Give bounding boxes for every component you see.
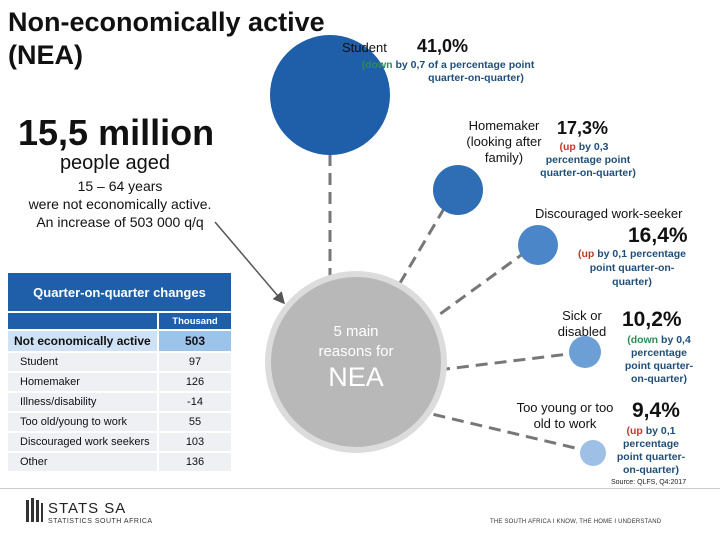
reason-change3-discouraged: quarter) (612, 276, 652, 288)
source-note: Source: QLFS, Q4:2017 (611, 479, 687, 486)
connector-too-young (414, 408, 593, 454)
table-cell-label: Homemaker (8, 372, 158, 393)
reason-change-homemaker: (up by 0,3 (559, 141, 608, 153)
change-rest-student: by 0,7 of a percentage point (393, 59, 535, 71)
table-title: Quarter-on-quarter changes (8, 273, 231, 313)
stats-sa-logo-text: STATS SA (48, 500, 127, 517)
center-label: 5 main reasons for NEA (295, 322, 417, 392)
reason-label-too-young-2: old to work (534, 416, 597, 431)
reason-label-sick-2: disabled (558, 324, 606, 339)
table-cell-label: Illness/disability (8, 392, 158, 413)
reason-percent-sick: 10,2% (622, 308, 682, 331)
stats-sa-logo-icon (26, 498, 43, 522)
reason-change2-sick: percentage (631, 347, 687, 359)
reason-change4-too-young: on-quarter) (623, 464, 679, 476)
headline-line-3: An increase of 503 000 q/q (36, 214, 204, 230)
reason-percent-discouraged: 16,4% (628, 224, 688, 247)
reason-change3-homemaker: quarter-on-quarter) (540, 167, 636, 179)
reason-percent-homemaker: 17,3% (557, 118, 608, 138)
center-circle (265, 271, 447, 453)
reason-change4-sick: on-quarter) (631, 373, 687, 385)
direction-discouraged: up (582, 248, 595, 260)
table-cell-value: 126 (157, 372, 231, 393)
table-cell-value: 103 (157, 432, 231, 453)
reason-label-homemaker: Homemaker (469, 118, 540, 133)
reason-change-too-young: (up by 0,1 (626, 425, 675, 437)
table-cell-value: 97 (157, 352, 231, 373)
center-line-2: reasons for (318, 343, 394, 360)
table-cell-label: Too old/young to work (8, 412, 158, 433)
table-row: Homemaker 126 (8, 372, 231, 393)
reason-label-discouraged: Discouraged work-seeker (535, 206, 683, 221)
headline-number: 15,5 million (18, 112, 215, 153)
table-row: Illness/disability -14 (8, 392, 231, 413)
direction-sick: down (631, 334, 658, 346)
table-cell-label: Discouraged work seekers (8, 432, 158, 453)
table-subheader-blank (8, 312, 158, 331)
connector-sick (437, 350, 586, 372)
reason-change2-student: quarter-on-quarter) (428, 72, 524, 84)
table-row-total: Not economically active 503 (8, 330, 231, 353)
reason-change2-too-young: percentage (623, 438, 679, 450)
direction-too-young: up (630, 425, 643, 437)
stats-sa-logo-subtitle: STATISTICS SOUTH AFRICA (48, 518, 153, 525)
table-cell-label: Not economically active (8, 330, 158, 353)
reason-label-homemaker-2: (looking after (466, 134, 542, 149)
qoq-changes-table: Quarter-on-quarter changes Thousand Not … (8, 273, 231, 473)
center-line-1: 5 main (333, 323, 379, 340)
reason-label-sick: Sick or (562, 308, 602, 323)
footer-tagline: THE SOUTH AFRICA I KNOW, THE HOME I UNDE… (490, 519, 662, 525)
arrow-to-center (214, 221, 285, 305)
table-cell-label: Student (8, 352, 158, 373)
table-row: Too old/young to work 55 (8, 412, 231, 433)
connector-discouraged (424, 243, 536, 327)
headline-description: 15 – 64 years were not economically acti… (0, 177, 240, 231)
reason-change3-sick: point quarter- (625, 360, 694, 372)
reason-label-homemaker-3: family) (485, 150, 523, 165)
reason-change-sick: (down by 0,4 (627, 334, 691, 346)
title-line-2: (NEA) (8, 40, 83, 70)
bubble-sick (569, 336, 601, 368)
change-rest-sick: by 0,4 (658, 334, 691, 346)
bubble-too-young (580, 440, 606, 466)
headline-line-2: were not economically active. (28, 196, 212, 212)
change-rest-homemaker: by 0,3 (576, 141, 609, 153)
reason-change2-discouraged: point quarter-on- (590, 262, 675, 274)
change-rest-too-young: by 0,1 (643, 425, 676, 437)
table-cell-label: Other (8, 452, 158, 473)
table-cell-value: 55 (157, 412, 231, 433)
page-title: Non-economically active (NEA) (8, 6, 325, 72)
reason-change-student: (down by 0,7 of a percentage point (362, 59, 535, 71)
title-line-1: Non-economically active (8, 7, 325, 37)
reason-label-student: Student (342, 40, 387, 55)
headline-line-1: 15 – 64 years (77, 178, 163, 194)
bubble-discouraged (518, 225, 558, 265)
reason-percent-student: 41,0% (417, 36, 468, 56)
direction-student: down (365, 59, 392, 71)
reason-percent-too-young: 9,4% (632, 399, 680, 422)
table-cell-value: -14 (157, 392, 231, 413)
reason-change3-too-young: point quarter- (617, 451, 686, 463)
table-row: Student 97 (8, 352, 231, 373)
footer-divider (0, 488, 720, 489)
reason-change-discouraged: (up by 0,1 percentage (578, 248, 686, 260)
direction-homemaker: up (563, 141, 576, 153)
headline-people-aged: people aged (59, 152, 171, 174)
bubble-homemaker (433, 165, 483, 215)
table-row: Discouraged work seekers 103 (8, 432, 231, 453)
table-row: Other 136 (8, 452, 231, 473)
center-line-3: NEA (328, 362, 384, 392)
reason-label-too-young: Too young or too (517, 400, 614, 415)
bubble-student (270, 35, 390, 155)
table-cell-value: 503 (157, 330, 231, 353)
change-rest-discouraged: by 0,1 percentage (594, 248, 686, 260)
table-cell-value: 136 (157, 452, 231, 473)
table-unit: Thousand (157, 312, 231, 331)
reason-change2-homemaker: percentage point (546, 154, 631, 166)
